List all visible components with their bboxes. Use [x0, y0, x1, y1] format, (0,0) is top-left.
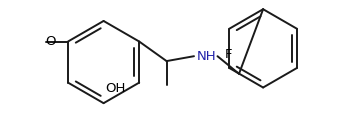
Text: F: F [225, 48, 232, 61]
Text: OH: OH [106, 82, 126, 95]
Text: O: O [45, 35, 55, 48]
Text: NH: NH [197, 50, 216, 63]
